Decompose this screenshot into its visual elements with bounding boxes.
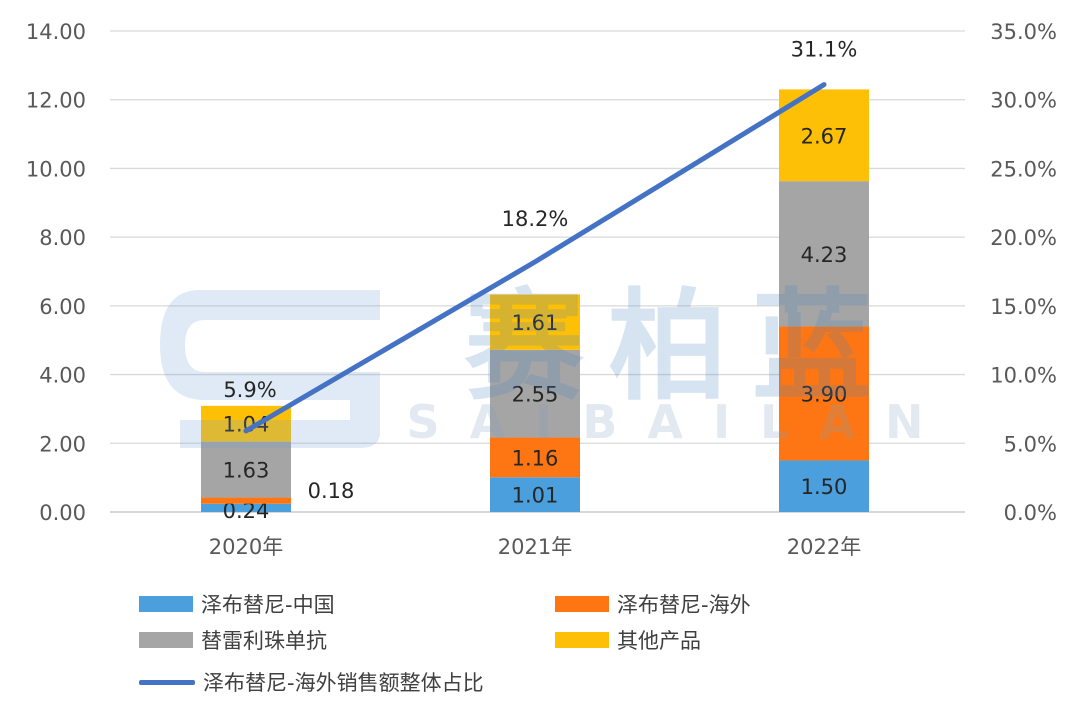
line-data-label: 31.1% xyxy=(791,38,858,62)
bar-data-label: 1.50 xyxy=(801,475,848,499)
bar-data-label: 1.61 xyxy=(512,311,559,335)
bar-data-label: 2.55 xyxy=(512,383,559,407)
legend-label: 泽布替尼-海外 xyxy=(617,593,751,617)
legend-swatch xyxy=(555,632,609,648)
y-tick-label: 8.00 xyxy=(39,226,86,250)
x-axis: 2020年 2021年 2022年 xyxy=(209,535,861,559)
y2-tick-label: 20.0% xyxy=(990,226,1057,250)
y2-tick-label: 15.0% xyxy=(990,295,1057,319)
legend-label: 其他产品 xyxy=(617,629,701,653)
x-tick-label: 2020年 xyxy=(209,535,283,559)
y-tick-label: 14.00 xyxy=(26,20,86,44)
legend-swatch xyxy=(139,596,193,612)
x-tick-label: 2021年 xyxy=(498,535,572,559)
legend-item-overseas-share: 泽布替尼-海外销售额整体占比 xyxy=(139,667,484,697)
bars: 0.240.181.631.041.011.162.551.611.503.90… xyxy=(201,89,869,523)
line-data-label: 5.9% xyxy=(223,378,276,402)
watermark-logo-icon xyxy=(160,290,380,448)
y-tick-label: 4.00 xyxy=(39,364,86,388)
bar-data-label: 4.23 xyxy=(801,243,848,267)
bar-data-label: 1.16 xyxy=(512,446,559,470)
line-series: 5.9% 18.2% 31.1% xyxy=(223,38,858,434)
y-tick-label: 0.00 xyxy=(39,501,86,525)
y-tick-label: 12.00 xyxy=(26,89,86,113)
bar-segment xyxy=(490,349,580,438)
bar-segment xyxy=(490,437,580,478)
legend-item-overseas: 泽布替尼-海外 xyxy=(555,589,751,619)
watermark-text: 赛柏蓝 xyxy=(464,278,896,417)
bar-segment xyxy=(201,503,291,512)
bar-segment xyxy=(779,326,869,461)
y2-tick-label: 30.0% xyxy=(990,89,1057,113)
bar-segment xyxy=(490,477,580,512)
bar-segment xyxy=(490,294,580,350)
bar-data-label: 2.67 xyxy=(801,124,848,148)
bar-data-label: 0.18 xyxy=(308,479,355,503)
legend-item-other: 其他产品 xyxy=(555,625,701,655)
y-tick-label: 2.00 xyxy=(39,432,86,456)
y-tick-label: 6.00 xyxy=(39,295,86,319)
bar-data-label: 1.63 xyxy=(223,459,270,483)
legend-item-china: 泽布替尼-中国 xyxy=(139,589,335,619)
y2-tick-label: 10.0% xyxy=(990,364,1057,388)
legend-swatch xyxy=(139,632,193,648)
bar-data-label: 3.90 xyxy=(801,382,848,406)
legend-item-tislelizumab: 替雷利珠单抗 xyxy=(139,625,327,655)
watermark: 赛柏蓝 SAIBAILAN xyxy=(160,278,953,449)
watermark-subtext: SAIBAILAN xyxy=(406,395,953,449)
x-tick-label: 2022年 xyxy=(787,535,861,559)
y2-tick-label: 35.0% xyxy=(990,20,1057,44)
legend-line-swatch xyxy=(139,679,195,685)
y2-tick-label: 5.0% xyxy=(1004,432,1057,456)
y-axis-left: 0.00 2.00 4.00 6.00 8.00 10.00 12.00 14.00 xyxy=(26,20,86,525)
bar-segment xyxy=(779,181,869,327)
legend-label: 替雷利珠单抗 xyxy=(201,629,327,653)
line-path xyxy=(243,82,827,434)
legend-label: 泽布替尼-海外销售额整体占比 xyxy=(203,671,484,695)
bar-segment xyxy=(201,441,291,498)
bar-data-label: 1.01 xyxy=(512,484,559,508)
y-tick-label: 10.00 xyxy=(26,157,86,181)
legend-swatch xyxy=(555,596,609,612)
legend-label: 泽布替尼-中国 xyxy=(201,593,335,617)
bar-segment xyxy=(779,460,869,512)
line-data-label: 18.2% xyxy=(502,207,569,231)
bar-segment xyxy=(201,497,291,504)
y2-tick-label: 0.0% xyxy=(1004,501,1057,525)
y2-tick-label: 25.0% xyxy=(990,157,1057,181)
y-axis-right: 0.0% 5.0% 10.0% 15.0% 20.0% 25.0% 30.0% 35.0% xyxy=(990,20,1057,525)
